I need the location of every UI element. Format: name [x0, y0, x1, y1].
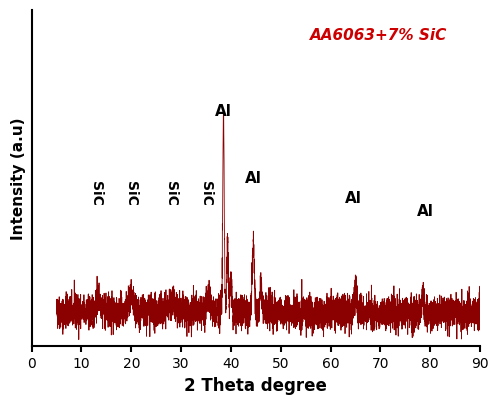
Text: AA6063+7% SiC: AA6063+7% SiC	[310, 28, 447, 43]
Text: Al: Al	[417, 204, 434, 219]
Text: Al: Al	[344, 190, 362, 205]
Text: Al: Al	[245, 171, 262, 185]
Text: SiC: SiC	[199, 181, 213, 205]
X-axis label: 2 Theta degree: 2 Theta degree	[184, 376, 328, 394]
Text: SiC: SiC	[90, 181, 104, 205]
Y-axis label: Intensity (a.u): Intensity (a.u)	[11, 117, 26, 240]
Text: SiC: SiC	[124, 181, 138, 205]
Text: SiC: SiC	[164, 181, 178, 205]
Text: Al: Al	[215, 103, 232, 118]
